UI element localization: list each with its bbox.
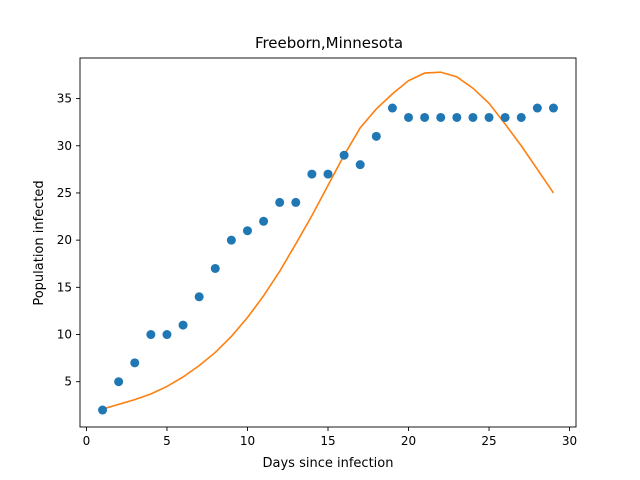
y-tick-label: 10 [57, 328, 72, 342]
x-tick-label: 0 [83, 434, 91, 448]
data-point [291, 197, 301, 207]
data-point [226, 235, 236, 245]
data-point [355, 160, 365, 170]
data-point [130, 358, 140, 368]
plot-area: 0 5 10 15 20 25 30 5 10 15 20 25 30 35 [57, 57, 577, 448]
x-tick-label: 15 [320, 434, 335, 448]
data-point [307, 169, 317, 179]
x-axis-label: Days since infection [263, 456, 394, 471]
y-tick-label: 25 [57, 186, 72, 200]
data-point [516, 112, 526, 122]
data-point [178, 320, 188, 330]
data-point [548, 103, 558, 113]
x-tick-label: 10 [240, 434, 255, 448]
y-tick-label: 20 [57, 233, 72, 247]
x-tick-label: 30 [562, 434, 577, 448]
y-axis-label: Population infected [32, 180, 47, 305]
data-point [194, 292, 204, 302]
y-tick-label: 5 [64, 375, 72, 389]
data-point [404, 112, 414, 122]
data-point [387, 103, 397, 113]
data-point [500, 112, 510, 122]
y-tick-label: 35 [57, 92, 72, 106]
data-point [210, 263, 220, 273]
data-point [162, 330, 172, 340]
x-tick-label: 25 [481, 434, 496, 448]
y-tick-label: 30 [57, 139, 72, 153]
x-tick-label: 20 [401, 434, 416, 448]
data-point [146, 330, 156, 340]
data-point [114, 377, 124, 387]
data-point [436, 112, 446, 122]
data-point [468, 112, 478, 122]
data-point [242, 226, 252, 236]
data-point [259, 216, 269, 226]
data-point [452, 112, 462, 122]
data-point [532, 103, 542, 113]
data-point [484, 112, 494, 122]
data-point [339, 150, 349, 160]
x-tick-label: 5 [163, 434, 171, 448]
y-tick-label: 15 [57, 280, 72, 294]
data-point [275, 197, 285, 207]
data-point [420, 112, 430, 122]
data-point [323, 169, 333, 179]
data-point [371, 131, 381, 141]
chart-title: Freeborn,Minnesota [255, 34, 403, 52]
data-point [98, 405, 108, 415]
fit-line [102, 71, 555, 410]
plot-frame [79, 57, 577, 428]
